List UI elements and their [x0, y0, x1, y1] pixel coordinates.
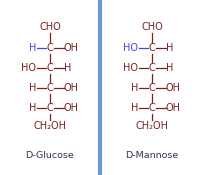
Text: CH₂OH: CH₂OH	[34, 121, 66, 131]
Text: HO: HO	[21, 63, 36, 73]
Text: OH: OH	[64, 83, 79, 93]
Text: D-Mannose: D-Mannose	[125, 150, 179, 159]
Text: H: H	[29, 43, 36, 53]
Text: H: H	[29, 103, 36, 113]
Text: H: H	[131, 83, 138, 93]
Text: H: H	[64, 63, 71, 73]
Text: C: C	[149, 43, 155, 53]
Text: OH: OH	[64, 103, 79, 113]
Text: OH: OH	[166, 83, 181, 93]
Text: C: C	[149, 83, 155, 93]
Text: D-Glucose: D-Glucose	[26, 150, 74, 159]
Text: C: C	[47, 63, 53, 73]
Text: CH₂OH: CH₂OH	[136, 121, 168, 131]
Text: OH: OH	[166, 103, 181, 113]
Text: C: C	[47, 83, 53, 93]
Text: H: H	[131, 103, 138, 113]
Text: C: C	[149, 103, 155, 113]
Text: H: H	[166, 43, 173, 53]
Text: OH: OH	[64, 43, 79, 53]
Text: CHO: CHO	[39, 22, 61, 32]
Text: HO: HO	[123, 63, 138, 73]
Text: HO: HO	[123, 43, 138, 53]
Text: C: C	[149, 63, 155, 73]
Text: C: C	[47, 103, 53, 113]
Text: C: C	[47, 43, 53, 53]
Text: H: H	[29, 83, 36, 93]
Text: CHO: CHO	[141, 22, 163, 32]
Text: H: H	[166, 63, 173, 73]
